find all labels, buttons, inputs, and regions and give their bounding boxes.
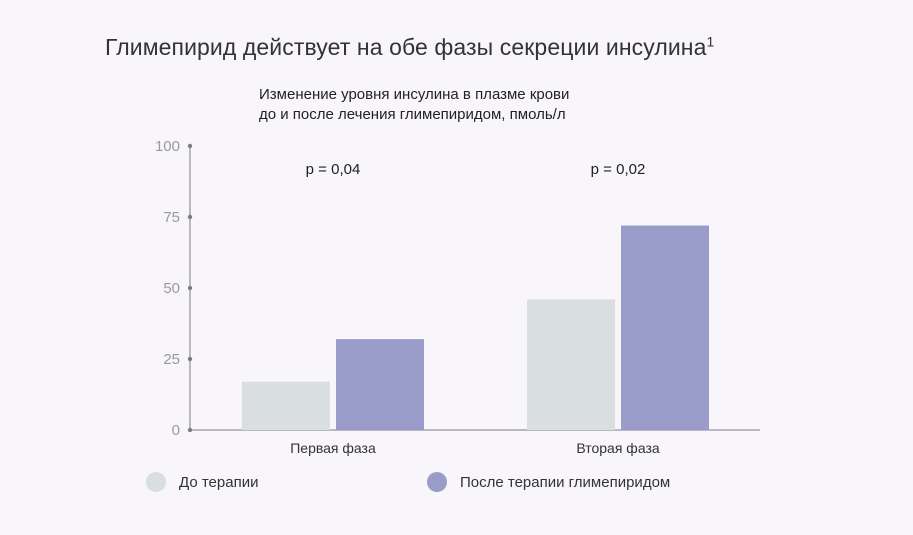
bar-after-1 (336, 339, 424, 430)
legend-swatch-before (146, 472, 166, 492)
x-category-label: Вторая фаза (576, 440, 660, 456)
y-tick-dot (187, 285, 193, 291)
title-footnote-mark: 1 (706, 33, 715, 50)
p-value-label: p = 0,04 (306, 161, 361, 178)
chart-subtitle: Изменение уровня инсулина в плазме крови… (259, 85, 569, 125)
bar-before-2 (527, 299, 615, 430)
bar-before-1 (242, 381, 330, 430)
y-tick-label: 25 (163, 351, 180, 368)
legend-swatch-after (427, 472, 447, 492)
legend-label-before: До терапии (179, 473, 259, 491)
legend-item-before: До терапии (146, 471, 258, 493)
y-tick-dot (187, 427, 193, 433)
y-tick-dot (187, 143, 193, 149)
legend-label-after: После терапии глимепиридом (460, 473, 671, 491)
chart-title: Глимепирид действует на обе фазы секреци… (105, 33, 715, 60)
bar-after-2 (621, 225, 709, 430)
y-tick-label: 100 (155, 138, 180, 155)
y-tick-label: 75 (163, 209, 180, 226)
x-category-label: Первая фаза (290, 440, 376, 456)
subtitle-line-1: Изменение уровня инсулина в плазме крови (259, 86, 570, 103)
y-tick-label: 50 (163, 280, 180, 297)
legend-item-after: После терапии глимепиридом (427, 471, 670, 493)
subtitle-line-2: до и после лечения глимепиридом, пмоль/л (259, 106, 566, 123)
y-tick-dot (187, 214, 193, 220)
p-value-label: p = 0,02 (591, 161, 646, 178)
y-tick-dot (187, 356, 193, 362)
y-tick-label: 0 (172, 422, 180, 439)
